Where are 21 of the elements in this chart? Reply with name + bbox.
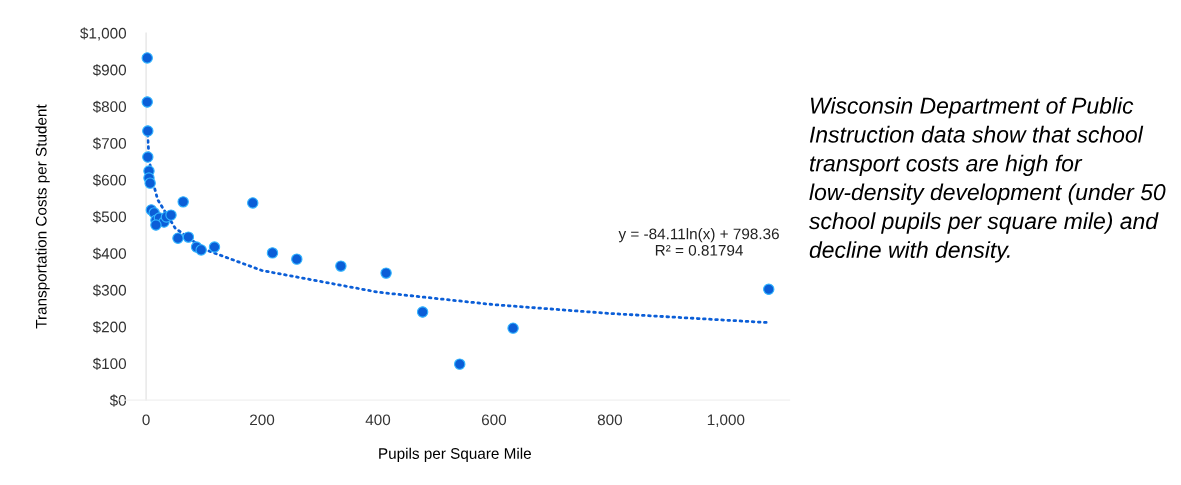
x-axis-title: Pupils per Square Mile: [379, 447, 531, 462]
x-tick-label: 400: [365, 414, 391, 426]
y-tick-label: $700: [92, 137, 127, 150]
y-tick-label: $400: [92, 247, 127, 260]
y-tick-label: $900: [92, 63, 127, 77]
y-tick-label: $1,000: [80, 27, 127, 41]
y-tick-label: $300: [92, 284, 127, 297]
annotation: y = -84.11ln(x) + 798.36 R² = 0.81794: [618, 228, 779, 256]
y-tick-label: $500: [92, 210, 127, 224]
x-tick-label: 200: [250, 414, 275, 426]
y-tick-label: $200: [92, 320, 127, 334]
text: Wisconsin Department of Public Instruction data show that school transport costs are high for low-density development (under 50 school pupils per square mile) and decline with density.: [809, 97, 1166, 263]
x-tick-label: 1,000: [707, 414, 745, 428]
y-tick-label: $800: [92, 100, 127, 113]
x-tick-label: 800: [597, 414, 623, 426]
y-tick-label: $100: [92, 357, 127, 371]
y-tick-label: $600: [92, 174, 127, 187]
y-tick-label: $0: [109, 394, 127, 407]
y-axis-title: Transportation Costs per Student: [35, 104, 50, 329]
x-tick-label: 600: [481, 414, 507, 426]
x-tick-label: 0: [142, 414, 150, 426]
